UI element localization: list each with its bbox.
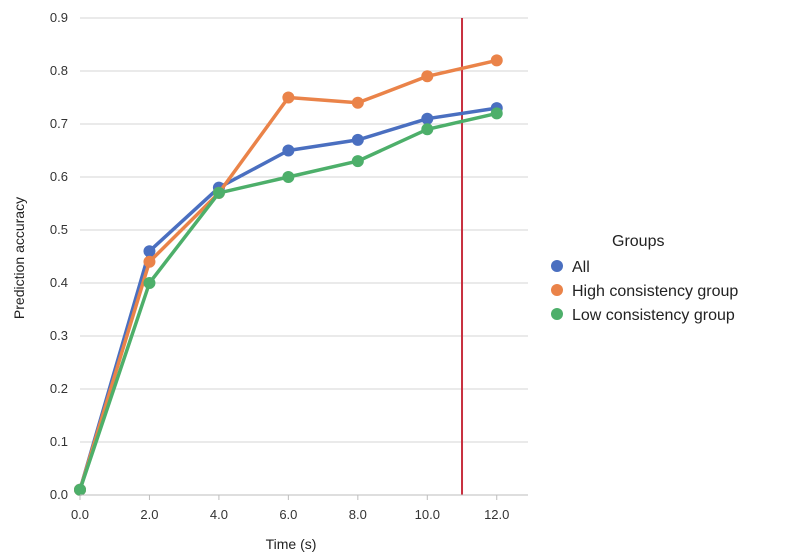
x-tick-label: 12.0 (484, 507, 509, 522)
data-point-all (143, 245, 156, 258)
legend-label-all: All (572, 259, 590, 276)
x-tick-label: 0.0 (71, 507, 89, 522)
y-tick-label: 0.8 (50, 63, 68, 78)
legend-label-low-consistency-group: Low consistency group (572, 307, 735, 324)
grid-lines (80, 17, 528, 496)
y-tick-label: 0.6 (50, 169, 68, 184)
legend-label-high-consistency-group: High consistency group (572, 283, 738, 300)
series-group (74, 54, 503, 496)
y-tick-label: 0.0 (50, 487, 68, 502)
legend-title: Groups (612, 233, 664, 250)
legend: Groups All High consistency group Low cons… (551, 233, 738, 324)
data-point-low-consistency-group (212, 186, 225, 199)
data-point-high-consistency-group (351, 96, 364, 109)
data-point-low-consistency-group (282, 171, 295, 183)
y-tick-label: 0.4 (50, 275, 68, 290)
data-point-high-consistency-group (490, 54, 503, 67)
data-point-low-consistency-group (74, 483, 86, 496)
data-point-low-consistency-group (143, 277, 156, 289)
data-point-low-consistency-group (421, 123, 434, 136)
data-point-high-consistency-group (282, 91, 295, 104)
x-axis-title: Time (s) (266, 536, 317, 552)
y-tick-label: 0.3 (50, 328, 68, 343)
data-point-high-consistency-group (421, 70, 434, 83)
axes: 0.0 0.1 0.2 0.3 0.4 0.5 0.6 0.7 0.8 0.9 0.0 2.0 4.0 6… (50, 10, 528, 522)
data-point-low-consistency-group (351, 155, 364, 168)
y-tick-label: 0.9 (50, 10, 68, 25)
x-tick-label: 10.0 (415, 507, 440, 522)
legend-marker-low-consistency-group (551, 308, 563, 320)
data-point-high-consistency-group (143, 255, 156, 268)
x-tick-label: 4.0 (210, 507, 228, 522)
y-axis-title: Prediction accuracy (11, 197, 27, 319)
y-tick-label: 0.7 (50, 116, 68, 131)
data-point-low-consistency-group (490, 107, 503, 120)
data-point-all (421, 112, 434, 125)
y-tick-label: 0.5 (50, 222, 68, 237)
data-point-all (351, 133, 364, 146)
legend-marker-all (551, 260, 563, 272)
data-point-all (282, 144, 295, 157)
x-tick-label: 2.0 (140, 507, 158, 522)
series-line-low-consistency-group (78, 111, 499, 492)
x-tick-label: 6.0 (279, 507, 297, 522)
legend-marker-high-consistency-group (551, 284, 563, 296)
x-tick-label: 8.0 (349, 507, 367, 522)
y-tick-label: 0.1 (50, 434, 68, 449)
y-tick-label: 0.2 (50, 381, 68, 396)
